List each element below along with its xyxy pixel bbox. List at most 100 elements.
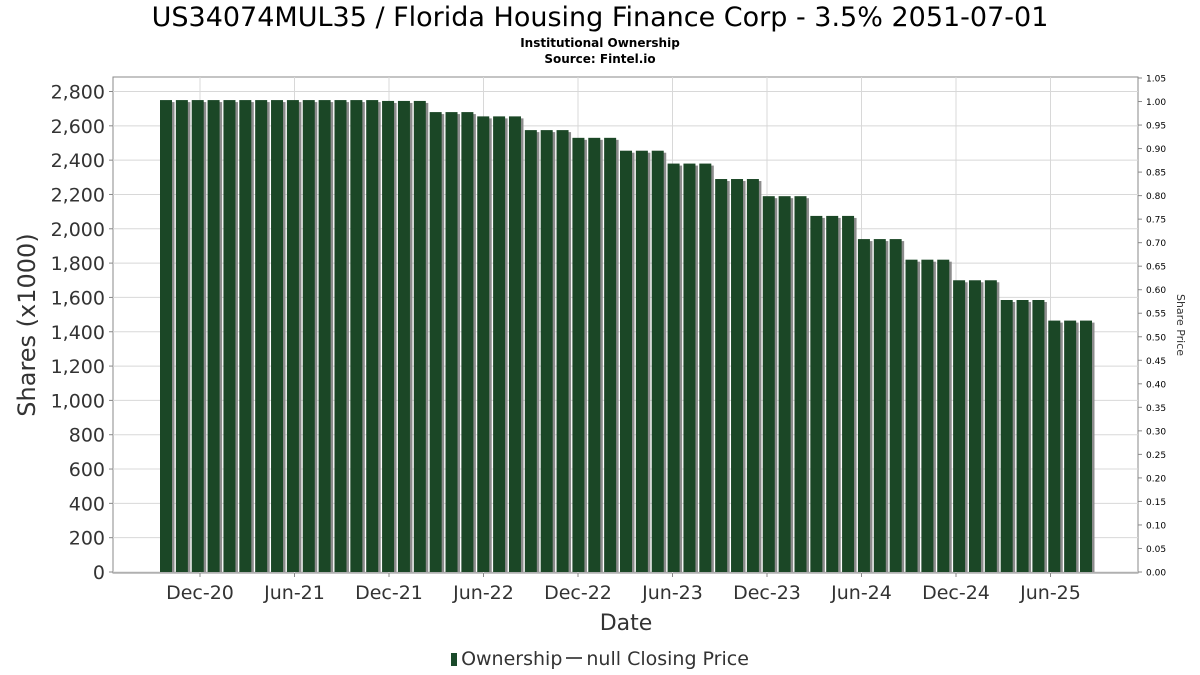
chart-title: US34074MUL35 / Florida Housing Finance C… (151, 2, 1049, 33)
y2-tick-label: 0.65 (1146, 263, 1166, 273)
y2-tick-label: 0.90 (1146, 145, 1166, 155)
y2-tick-label: 0.20 (1146, 474, 1166, 484)
y-tick-label: 0 (93, 562, 105, 584)
y-tick-label: 200 (69, 528, 105, 550)
legend-price-line (566, 657, 583, 659)
x-axis-title: Date (600, 611, 653, 636)
y-tick-label: 2,000 (51, 219, 105, 241)
x-tick-label: Jun-22 (452, 582, 514, 604)
ownership-bar (699, 163, 712, 572)
ownership-bar (1000, 300, 1013, 572)
y-axis-title: Shares (x1000) (13, 233, 41, 416)
ownership-bar (413, 100, 426, 573)
y-tick-label: 400 (69, 493, 105, 515)
ownership-bar (160, 100, 172, 573)
x-tick-label: Dec-21 (355, 582, 423, 604)
ownership-bar (318, 100, 331, 573)
ownership-bar (857, 239, 870, 572)
legend-ownership-swatch (451, 653, 458, 666)
y-tick-label: 1,800 (51, 253, 105, 275)
x-tick-label: Dec-20 (166, 582, 234, 604)
y2-tick-label: 0.15 (1146, 498, 1166, 508)
x-tick-label: Jun-24 (830, 582, 892, 604)
ownership-bar (461, 112, 474, 572)
y-tick-label: 600 (69, 459, 105, 481)
ownership-bar (873, 239, 886, 572)
ownership-bar (366, 100, 379, 573)
y2-tick-label: 0.50 (1146, 333, 1166, 343)
ownership-bar (175, 100, 188, 573)
ownership-bar (794, 196, 807, 572)
ownership-bar (953, 280, 966, 572)
ownership-bar (191, 100, 204, 573)
ownership-bar (826, 215, 839, 573)
ownership-bar (1016, 300, 1029, 572)
ownership-bar (635, 150, 648, 572)
y2-tick-label: 0.25 (1146, 451, 1166, 461)
ownership-bar (778, 196, 791, 572)
x-tick-label: Jun-23 (641, 582, 703, 604)
y-tick-label: 1,000 (51, 390, 105, 412)
y2-tick-label: 1.05 (1146, 75, 1166, 85)
ownership-bar (905, 259, 918, 572)
ownership-bar (1048, 320, 1061, 572)
ownership-bar (286, 100, 299, 573)
y2-tick-label: 0.80 (1146, 192, 1166, 202)
chart-source: Source: Fintel.io (544, 52, 656, 66)
y2-tick-label: 0.45 (1146, 357, 1166, 367)
ownership-bar (508, 116, 521, 573)
y2-tick-label: 0.70 (1146, 239, 1166, 249)
y-tick-label: 800 (69, 425, 105, 447)
ownership-bar (223, 100, 236, 573)
ownership-bar (477, 116, 490, 573)
y2-tick-label: 1.00 (1146, 98, 1166, 108)
ownership-bar (715, 179, 728, 572)
ownership-bar (984, 280, 997, 572)
y-tick-label: 1,400 (51, 322, 105, 344)
ownership-bar (1064, 320, 1077, 572)
ownership-bar (604, 137, 617, 572)
ownership-bar (540, 130, 553, 572)
ownership-bar (937, 259, 950, 572)
y2-tick-label: 0.00 (1146, 569, 1166, 579)
ownership-bar (588, 137, 601, 572)
ownership-bar (350, 100, 363, 573)
ownership-bar (968, 280, 981, 572)
y-tick-label: 2,600 (51, 116, 105, 138)
y2-tick-label: 0.30 (1146, 427, 1166, 437)
ownership-bar (239, 100, 252, 573)
y2-tick-label: 0.40 (1146, 380, 1166, 390)
x-tick-label: Jun-25 (1019, 582, 1081, 604)
y-tick-label: 2,400 (51, 150, 105, 172)
ownership-bar (524, 130, 537, 572)
ownership-bar (731, 179, 744, 572)
y2-tick-label: 0.55 (1146, 310, 1166, 320)
y2-tick-label: 0.60 (1146, 286, 1166, 296)
x-tick-label: Dec-24 (922, 582, 990, 604)
ownership-bar (255, 100, 268, 573)
y2-tick-label: 0.35 (1146, 404, 1166, 414)
ownership-bar (842, 215, 855, 573)
ownership-bar (762, 196, 775, 572)
ownership-bar (1032, 300, 1045, 572)
ownership-bar (1080, 320, 1092, 572)
ownership-bar (746, 179, 759, 572)
x-tick-label: Dec-23 (733, 582, 801, 604)
y2-tick-label: 0.75 (1146, 216, 1166, 226)
y2-tick-label: 0.95 (1146, 122, 1166, 132)
ownership-bar (302, 100, 315, 573)
axes: 0 200 400 600 800 1,000 1,200 1,400 1,600 1,800 2,… (51, 75, 1167, 605)
y2-tick-label: 0.10 (1146, 521, 1166, 531)
ownership-bar (445, 112, 458, 572)
ownership-bar (207, 100, 220, 573)
y2-axis-title: Share Price (1174, 294, 1187, 356)
y-tick-label: 2,200 (51, 184, 105, 206)
ownership-bar (493, 116, 506, 573)
x-tick-label: Jun-21 (263, 582, 325, 604)
bars (160, 100, 1095, 573)
y2-tick-label: 0.85 (1146, 169, 1166, 179)
ownership-bar (556, 130, 569, 572)
y-tick-label: 1,600 (51, 287, 105, 309)
ownership-bar (620, 150, 632, 572)
